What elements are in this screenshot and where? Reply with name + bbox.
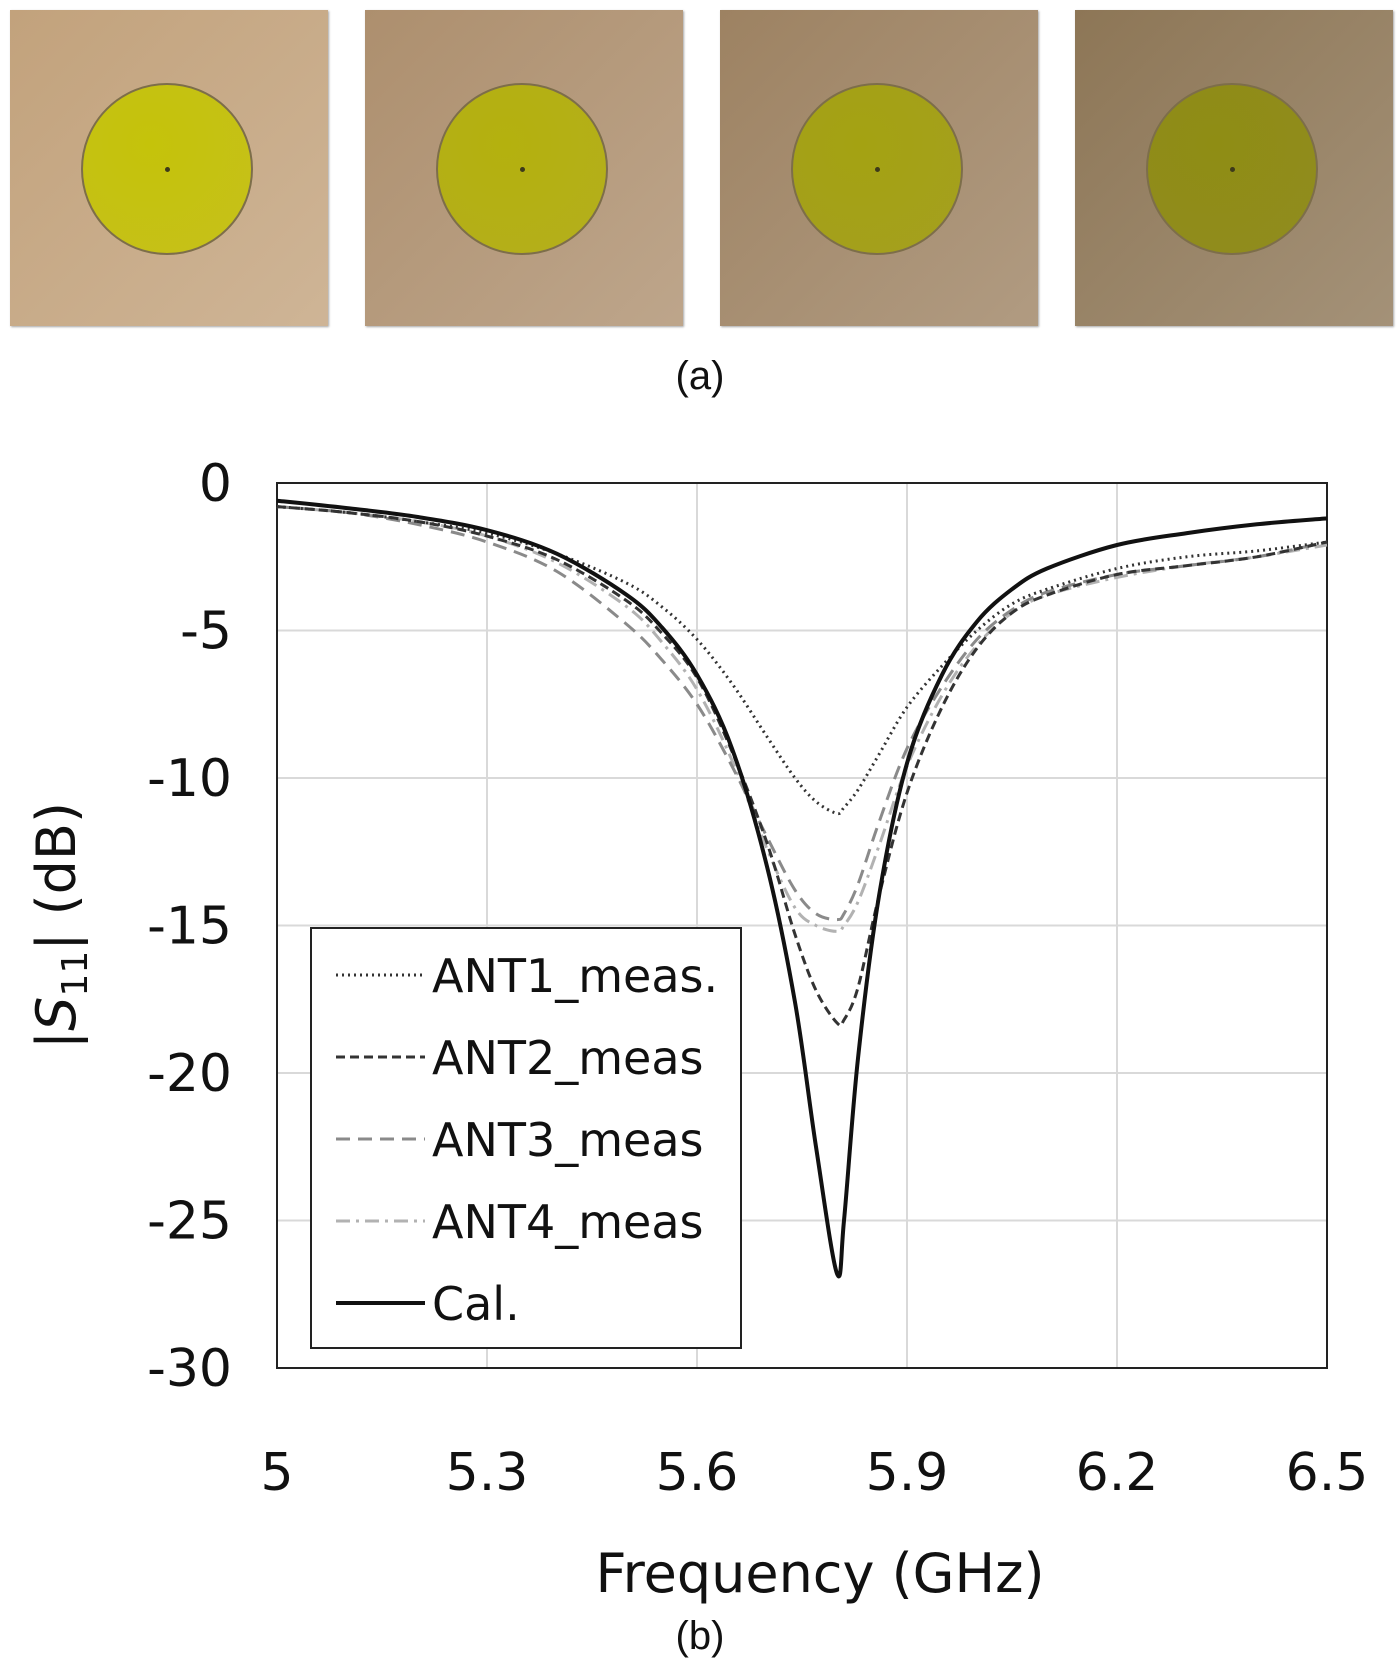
series-line-ant4-meas [276, 505, 1328, 933]
series-line-ant2-meas [276, 505, 1328, 1028]
antenna-photos-panel [0, 0, 1400, 330]
y-tick-label: -15 [147, 897, 232, 957]
x-tick-label: 5.3 [446, 1443, 529, 1503]
feed-point-icon [875, 167, 880, 172]
y-tick-label: -30 [147, 1339, 232, 1399]
plot-frame [276, 482, 1328, 1369]
legend-label: ANT3_meas [432, 1113, 704, 1167]
feed-point-icon [520, 167, 525, 172]
caption-b: (b) [675, 1614, 725, 1658]
x-tick-label: 5.6 [656, 1443, 739, 1503]
y-tick-label: -25 [147, 1192, 232, 1252]
antenna-4-patch [1075, 10, 1393, 326]
feed-point-icon [165, 167, 170, 172]
x-tick-label: 6.5 [1286, 1443, 1369, 1503]
y-tick-label: 0 [199, 454, 232, 514]
feed-point-icon [1230, 167, 1235, 172]
x-tick-label: 5 [260, 1443, 293, 1503]
legend-label: ANT1_meas. [432, 949, 718, 1003]
series-line-ant1-meas [276, 505, 1328, 816]
antenna-2-patch [365, 10, 683, 326]
legend-label: ANT4_meas [432, 1195, 704, 1249]
y-tick-label: -20 [147, 1044, 232, 1104]
y-tick-label: -10 [147, 749, 232, 809]
antenna-1-patch [10, 10, 328, 326]
x-tick-label: 6.2 [1076, 1443, 1159, 1503]
x-axis-label: Frequency (GHz) [595, 1542, 1044, 1605]
series-line-ant3-meas [276, 505, 1328, 922]
y-axis-label: |S11| (dB) [25, 802, 96, 1049]
caption-a: (a) [675, 354, 725, 398]
y-tick-label: -5 [180, 602, 232, 662]
series-line-cal [276, 498, 1328, 1279]
antenna-3-patch [720, 10, 1038, 326]
legend-label: Cal. [432, 1277, 520, 1331]
s11-chart: 5 5.3 5.6 5.9 6.2 6.5 0 -5 -10 -15 -20 -25 -30 Freque… [25, 454, 1369, 1605]
x-tick-label: 5.9 [866, 1443, 949, 1503]
legend-label: ANT2_meas [432, 1031, 704, 1085]
